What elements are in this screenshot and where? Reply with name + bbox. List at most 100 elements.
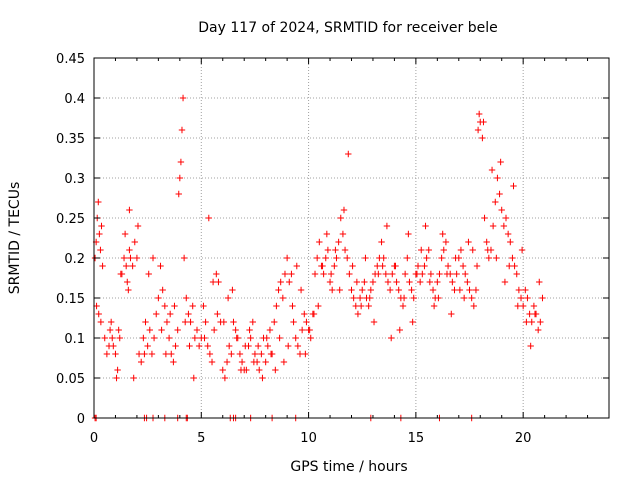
data-point — [110, 342, 117, 350]
data-point — [135, 350, 143, 358]
data-point — [443, 270, 451, 278]
data-point — [410, 294, 417, 302]
y-tick-label: 0.05 — [56, 372, 85, 387]
data-point — [435, 294, 442, 302]
data-point — [266, 326, 274, 334]
data-point — [414, 262, 422, 270]
data-point — [416, 278, 424, 286]
data-point — [380, 254, 387, 262]
data-point — [527, 342, 534, 350]
data-point — [101, 334, 108, 342]
data-point — [150, 334, 158, 342]
data-point — [494, 174, 501, 182]
data-point — [350, 294, 357, 302]
data-point — [457, 246, 465, 254]
data-point — [442, 238, 450, 246]
y-tick-label: 0.4 — [64, 92, 85, 107]
data-point — [220, 318, 228, 326]
grid-lines — [94, 58, 609, 418]
data-point — [465, 238, 472, 246]
data-point — [438, 254, 445, 262]
data-point — [191, 334, 199, 342]
y-tick-label: 0.2 — [64, 252, 85, 267]
data-point — [229, 286, 236, 294]
data-point — [189, 302, 196, 310]
data-point — [337, 214, 344, 222]
data-point — [288, 270, 295, 278]
data-point — [496, 190, 503, 198]
data-point — [165, 334, 173, 342]
data-point — [456, 286, 464, 294]
data-point — [107, 318, 115, 326]
data-point — [511, 262, 518, 270]
data-point — [180, 254, 188, 262]
axis-ticks: 0 0.05 0.1 0.15 0.2 0.25 0.3 0.35 0.4 0.45 0 5 10 15 2… — [56, 52, 609, 446]
data-point — [106, 326, 114, 334]
data-point — [500, 222, 508, 230]
data-point — [379, 262, 386, 270]
data-point — [232, 326, 239, 334]
data-point — [468, 294, 475, 302]
data-point — [246, 326, 253, 334]
data-point — [213, 270, 220, 278]
data-point — [399, 302, 407, 310]
data-point — [369, 278, 377, 286]
data-point — [382, 270, 390, 278]
data-point — [166, 310, 174, 318]
data-point — [178, 126, 186, 134]
data-point — [418, 246, 425, 254]
data-point — [319, 262, 326, 270]
data-point — [214, 310, 221, 318]
data-point — [392, 262, 399, 270]
data-point — [112, 350, 119, 358]
data-point — [405, 230, 412, 238]
data-point — [290, 318, 297, 326]
data-point — [238, 358, 246, 366]
data-point — [519, 302, 527, 310]
data-point — [263, 334, 270, 342]
y-tick-label: 0.3 — [64, 172, 85, 187]
data-point — [223, 358, 231, 366]
data-point — [158, 326, 165, 334]
data-point — [333, 254, 340, 262]
data-point — [276, 334, 283, 342]
data-point — [168, 350, 175, 358]
data-point — [430, 302, 438, 310]
data-point — [419, 270, 426, 278]
data-point — [395, 286, 402, 294]
data-point — [131, 238, 138, 246]
data-point — [409, 318, 416, 326]
data-point — [206, 350, 214, 358]
data-point — [134, 222, 142, 230]
data-point — [436, 270, 443, 278]
data-point — [320, 270, 327, 278]
data-point — [301, 310, 308, 318]
data-point — [536, 278, 543, 286]
data-point — [215, 278, 222, 286]
chart-title: Day 117 of 2024, SRMTID for receiver bel… — [198, 20, 497, 36]
data-point — [518, 246, 526, 254]
data-point — [488, 166, 496, 174]
data-point — [224, 294, 232, 302]
data-point — [348, 286, 355, 294]
data-point — [306, 326, 313, 334]
data-point — [242, 342, 249, 350]
data-point — [103, 350, 111, 358]
data-point — [359, 286, 366, 294]
data-point — [303, 318, 310, 326]
data-point — [208, 358, 216, 366]
data-point — [275, 286, 282, 294]
plot-frame — [93, 57, 610, 419]
data-point — [421, 262, 428, 270]
data-point — [159, 286, 166, 294]
data-point — [367, 286, 375, 294]
x-tick-label: 20 — [515, 431, 532, 446]
data-point — [190, 374, 197, 382]
data-point — [219, 366, 226, 374]
data-point — [221, 374, 229, 382]
data-point — [256, 366, 263, 374]
data-point — [251, 350, 259, 358]
x-tick-label: 15 — [408, 431, 425, 446]
data-point — [293, 262, 300, 270]
data-point — [161, 302, 169, 310]
